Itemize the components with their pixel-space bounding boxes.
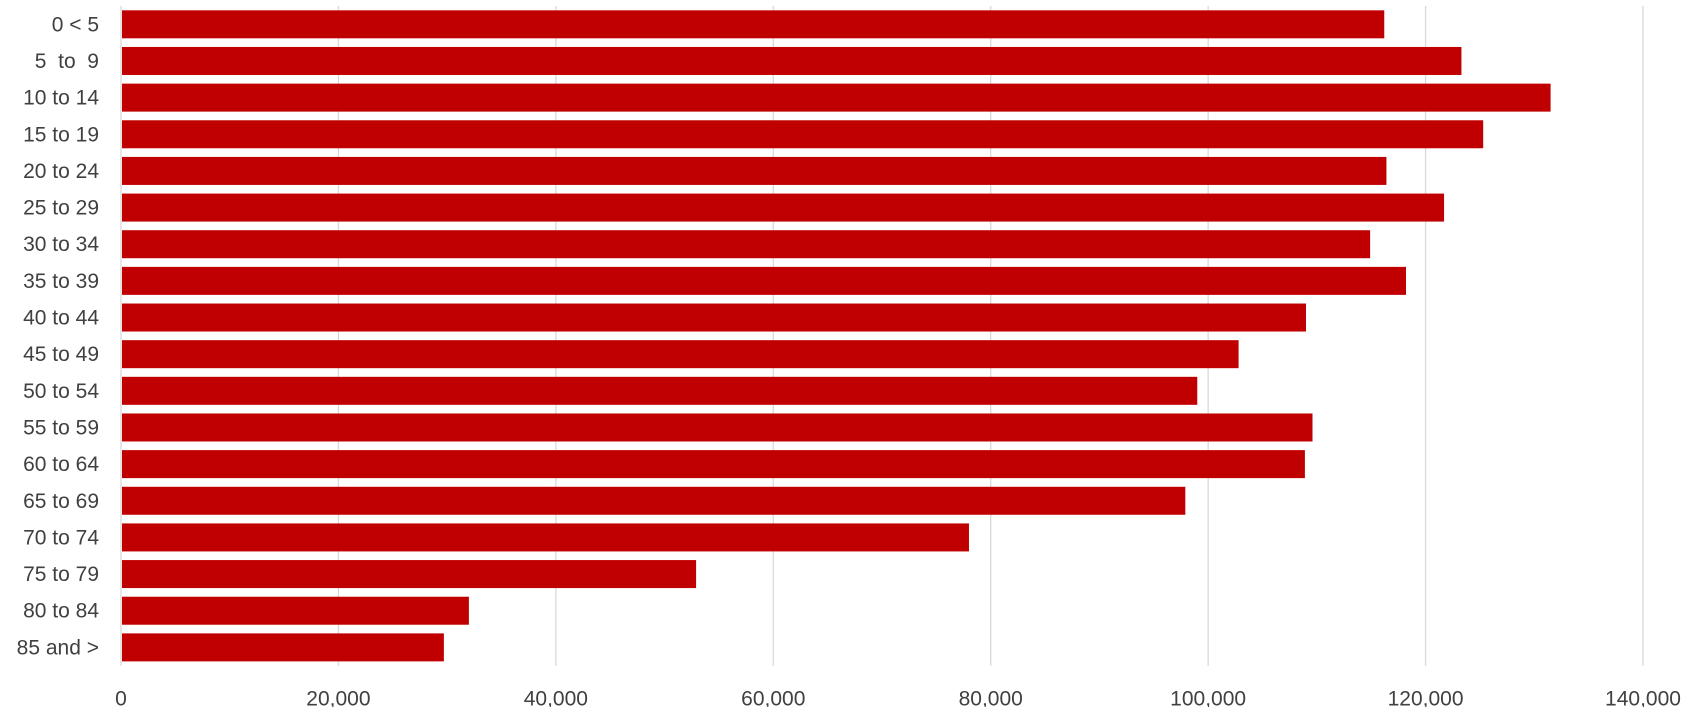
category-label: 30 to 34: [23, 233, 99, 256]
category-label: 40 to 44: [23, 307, 99, 330]
bar: [122, 10, 1385, 39]
x-tick-label: 0: [115, 688, 127, 707]
bar: [122, 413, 1313, 442]
category-label: 25 to 29: [23, 197, 99, 220]
category-label: 45 to 49: [23, 343, 99, 366]
x-tick-label: 140,000: [1605, 688, 1681, 707]
category-label: 50 to 54: [23, 380, 99, 403]
bar: [122, 560, 697, 589]
bar: [122, 193, 1445, 222]
bar: [122, 83, 1551, 112]
bars: [122, 10, 1551, 662]
x-tick-label: 80,000: [959, 688, 1023, 707]
bar: [122, 523, 969, 552]
category-label: 75 to 79: [23, 563, 99, 586]
x-tick-label: 120,000: [1388, 688, 1464, 707]
category-label: 10 to 14: [23, 87, 99, 110]
category-label: 55 to 59: [23, 416, 99, 439]
x-tick-label: 100,000: [1170, 688, 1246, 707]
category-label: 5 to 9: [35, 50, 99, 73]
category-label: 15 to 19: [23, 123, 99, 146]
bar: [122, 46, 1462, 75]
bar: [122, 156, 1387, 185]
category-labels: 0 < 5 5 to 9 10 to 14 15 to 19 20 to 24 25 to…: [17, 13, 100, 659]
bar: [122, 376, 1198, 405]
category-label: 35 to 39: [23, 270, 99, 293]
category-label: 65 to 69: [23, 490, 99, 513]
x-tick-label: 40,000: [524, 688, 588, 707]
x-tick-label: 60,000: [741, 688, 805, 707]
category-label: 80 to 84: [23, 600, 99, 623]
tick-labels: 0 20,000 40,000 60,000 80,000 100,000 120,000 1…: [115, 688, 1681, 711]
bar: [122, 303, 1306, 332]
bar: [122, 340, 1239, 369]
x-tick-label: 20,000: [306, 688, 370, 707]
category-label: 60 to 64: [23, 453, 99, 476]
category-label: 85 and >: [17, 636, 99, 659]
bar: [122, 633, 444, 662]
bar: [122, 230, 1371, 259]
bar: [122, 450, 1305, 479]
bar: [122, 486, 1186, 515]
bar: [122, 120, 1484, 149]
bar: [122, 266, 1407, 295]
category-label: 20 to 24: [23, 160, 99, 183]
category-label: 70 to 74: [23, 526, 99, 549]
bar: [122, 596, 469, 625]
gridlines: [337, 6, 1644, 666]
category-label: 0 < 5: [52, 13, 99, 36]
